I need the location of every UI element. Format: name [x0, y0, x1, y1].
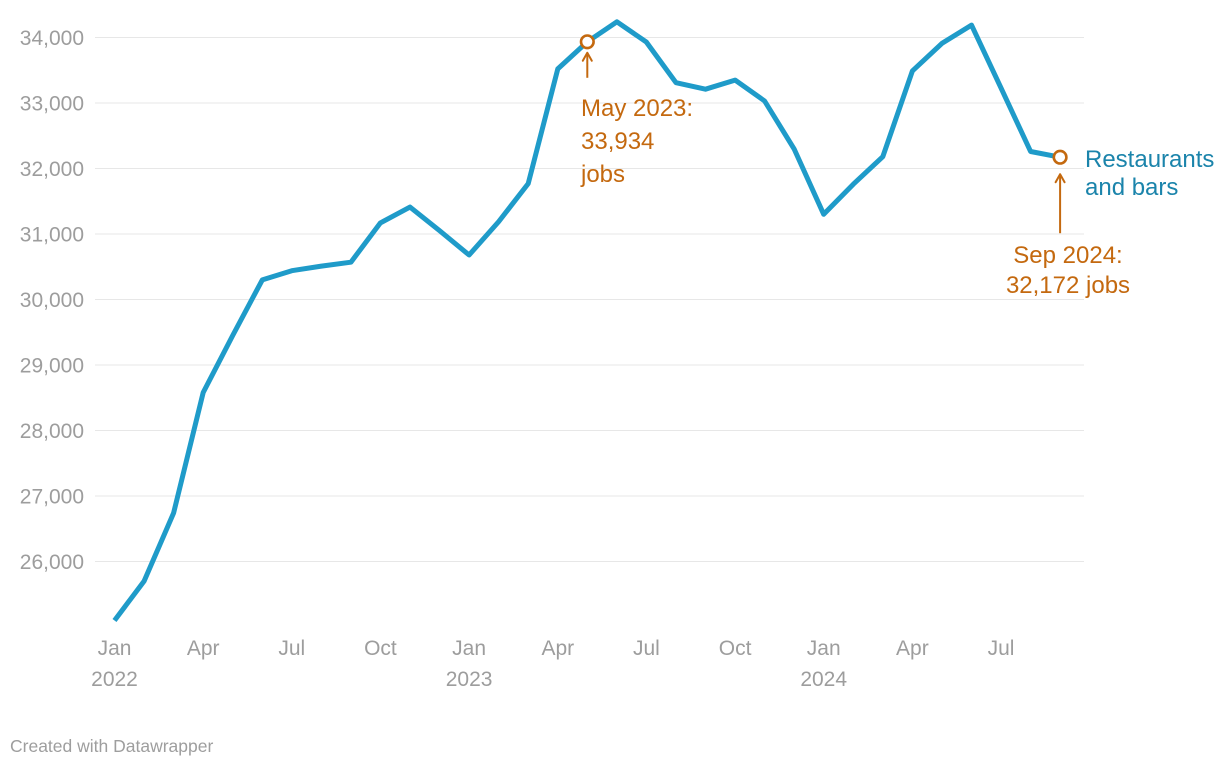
y-axis-tick-label: 29,000	[20, 355, 84, 378]
y-axis-tick-label: 28,000	[20, 420, 84, 443]
x-axis-tick-label: Jan	[807, 637, 841, 660]
y-axis-tick-label: 33,000	[20, 93, 84, 116]
annotation-text-line: jobs	[581, 161, 626, 188]
annotation-may-2023: May 2023: 33,934 jobs	[581, 92, 761, 191]
y-axis-tick-label: 26,000	[20, 551, 84, 574]
y-axis-tick-label: 31,000	[20, 224, 84, 247]
x-axis-tick-label: Oct	[364, 637, 397, 660]
annotation-text-line: Sep 2024:	[1013, 242, 1123, 269]
annotation-arrowhead	[581, 51, 593, 62]
x-axis-year-label: 2024	[800, 668, 847, 691]
annotation-text-line: May 2023:	[581, 95, 694, 122]
annotation-text-line: 32,172 jobs	[1005, 272, 1131, 299]
x-axis-tick-label: Apr	[541, 637, 574, 660]
x-axis-year-label: 2022	[91, 668, 138, 691]
x-axis-tick-label: Jul	[278, 637, 305, 660]
x-axis-year-label: 2023	[446, 668, 493, 691]
x-axis-tick-label: Jan	[452, 637, 486, 660]
annotation-sep-2024: Sep 2024: 32,172 jobs	[958, 241, 1178, 301]
datawrapper-credit-link[interactable]: Created with Datawrapper	[10, 736, 214, 756]
annotation-text-line: 33,934	[581, 128, 655, 155]
y-axis-tick-label: 34,000	[20, 27, 84, 50]
y-axis-tick-label: 32,000	[20, 158, 84, 181]
series-label-line: Restaurants	[1085, 146, 1215, 173]
y-axis-tick-label: 27,000	[20, 486, 84, 509]
series-label-line: and bars	[1085, 174, 1179, 201]
annotation-arrowhead	[1054, 173, 1066, 184]
y-axis-tick-label: 30,000	[20, 289, 84, 312]
x-axis-tick-label: Apr	[896, 637, 929, 660]
x-axis-tick-label: Oct	[719, 637, 752, 660]
annotation-point-marker	[579, 34, 595, 50]
x-axis-tick-label: Jul	[988, 637, 1015, 660]
x-axis-tick-label: Apr	[187, 637, 220, 660]
annotation-point-marker	[1052, 149, 1068, 165]
series-label-restaurants-and-bars: Restaurants and bars	[1085, 146, 1214, 202]
x-axis-tick-label: Jan	[98, 637, 132, 660]
x-axis-tick-label: Jul	[633, 637, 660, 660]
